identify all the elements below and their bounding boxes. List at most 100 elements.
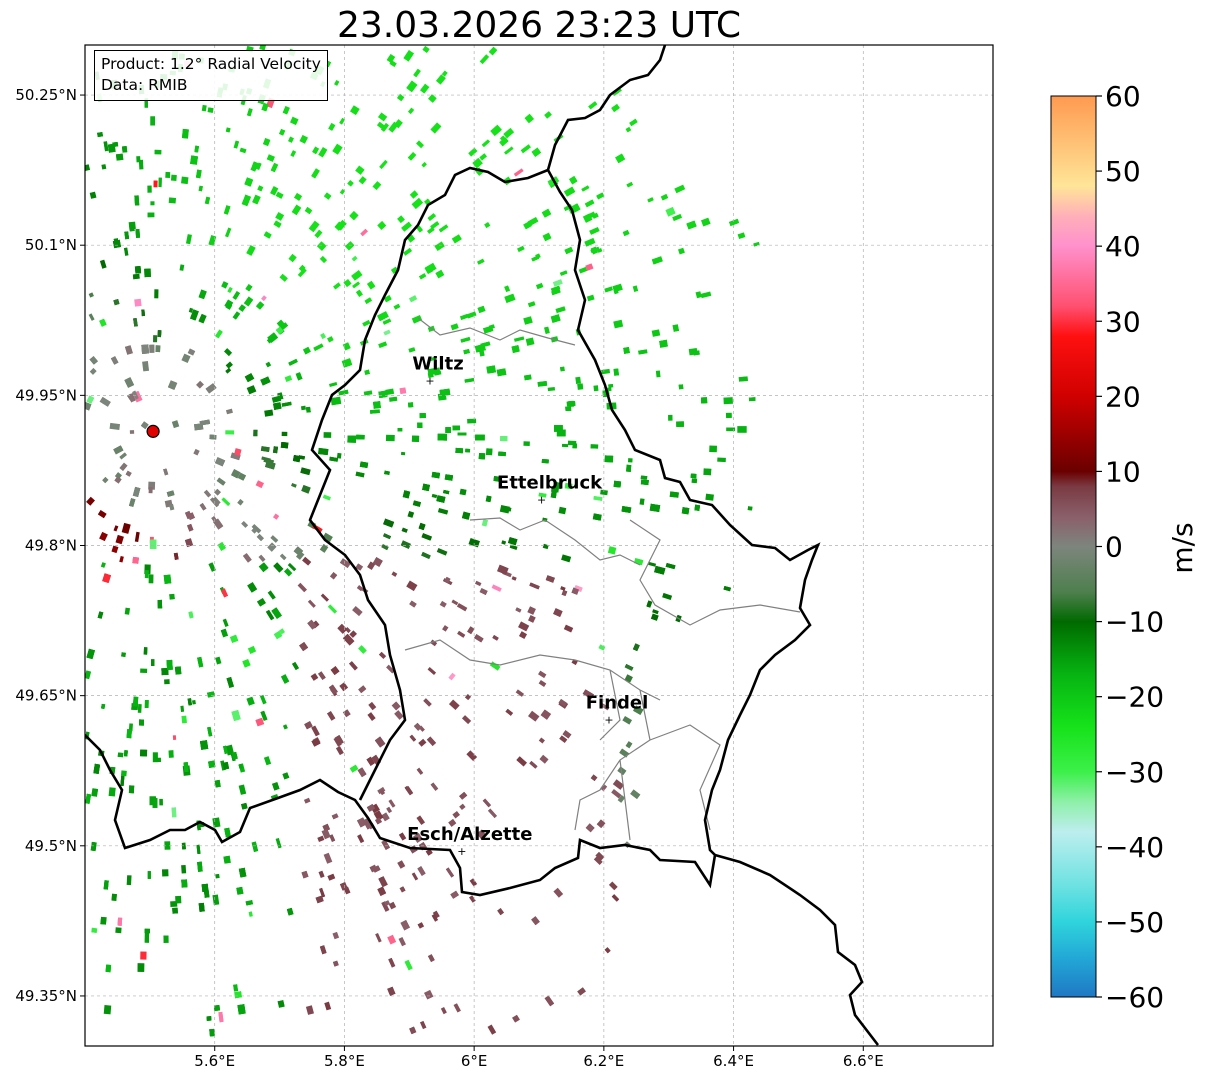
radar-bin	[611, 789, 622, 799]
radar-bin	[187, 512, 195, 520]
radar-bin	[207, 107, 214, 113]
radar-bin	[133, 317, 138, 327]
radar-bin	[672, 213, 683, 222]
radar-bin	[611, 894, 620, 902]
country-border-east	[546, 169, 821, 856]
radar-bin	[355, 165, 365, 175]
radar-bin	[439, 600, 447, 608]
radar-bin	[234, 991, 242, 999]
radar-bin	[717, 457, 726, 463]
radar-bin	[586, 294, 595, 302]
radar-bin	[99, 531, 108, 542]
radar-bin	[132, 273, 140, 280]
radar-bin	[377, 221, 387, 230]
radar-bin	[328, 122, 336, 131]
radar-bin	[264, 409, 274, 417]
radar-bin	[290, 150, 297, 158]
radar-bin	[119, 462, 128, 471]
radar-bin	[422, 46, 430, 53]
radar-bin	[184, 538, 194, 548]
radar-bin	[457, 432, 467, 436]
radar-bin	[491, 584, 502, 592]
radar-bin	[640, 479, 649, 486]
radar-bin	[282, 106, 290, 115]
radar-bin	[726, 427, 735, 432]
radar-bin	[317, 835, 325, 843]
radar-bin	[388, 957, 396, 968]
radar-bin	[310, 673, 319, 681]
radar-bin	[282, 772, 290, 780]
radar-site-marker	[146, 424, 160, 438]
radar-bin	[324, 1001, 332, 1011]
radar-bin	[578, 266, 588, 274]
radar-bin	[281, 401, 292, 407]
radar-bin	[212, 817, 221, 828]
radar-bin	[375, 932, 382, 943]
product-label: Product: 1.2° Radial Velocity	[101, 55, 321, 73]
radar-bin	[257, 598, 266, 607]
radar-bin	[626, 464, 632, 472]
radar-bin	[738, 376, 748, 382]
radar-bin	[132, 486, 141, 498]
radar-bin	[408, 295, 418, 303]
radar-bin	[297, 582, 308, 593]
radar-bin	[102, 573, 112, 584]
radar-bin	[481, 139, 490, 148]
radar-bin	[372, 401, 381, 409]
radar-bin	[535, 282, 544, 290]
radar-bin	[419, 273, 427, 280]
radar-bin	[226, 677, 234, 688]
radar-bin	[355, 563, 363, 571]
radar-bin	[163, 935, 169, 943]
radar-bin	[427, 227, 435, 234]
radar-bin	[99, 396, 111, 407]
radar-bin	[485, 495, 492, 503]
radar-bin	[556, 429, 566, 437]
radar-bin	[504, 293, 516, 304]
radar-bin	[466, 750, 477, 761]
radar-bin	[584, 237, 596, 247]
radar-bin	[225, 361, 233, 369]
radar-bin	[120, 775, 125, 787]
radar-bin	[434, 241, 445, 251]
radar-bin	[223, 745, 228, 754]
lon-tick-label: 6.4°E	[713, 1052, 754, 1070]
radar-bin	[165, 171, 171, 179]
radar-bin	[416, 225, 424, 233]
radar-bin	[90, 841, 97, 852]
radar-bin	[216, 477, 226, 486]
radar-bin	[411, 315, 423, 324]
radar-bin	[301, 870, 309, 879]
city-label: Wiltz	[412, 353, 463, 374]
radar-bin	[111, 545, 119, 554]
radar-bin	[334, 735, 344, 746]
radar-bin	[225, 127, 231, 133]
radar-bin	[171, 807, 177, 818]
radar-bin	[527, 301, 536, 308]
radar-bin	[166, 659, 173, 670]
radar-bin	[366, 280, 376, 290]
radar-bin	[542, 543, 549, 550]
radar-bin	[320, 593, 330, 602]
radar-bin	[377, 311, 389, 322]
radar-bin	[600, 702, 610, 711]
radar-bin	[356, 585, 364, 592]
radar-bin	[694, 504, 701, 511]
radar-bin	[488, 808, 497, 818]
radar-bin	[520, 144, 531, 154]
radar-bin	[225, 368, 232, 374]
radar-bin	[364, 369, 370, 375]
radar-bin	[231, 751, 238, 760]
radar-bin	[691, 478, 698, 484]
radar-bin	[88, 292, 94, 298]
radar-bin	[252, 194, 261, 205]
radar-bin	[255, 717, 265, 727]
radar-bin	[690, 473, 697, 479]
radar-bin	[120, 770, 127, 777]
radar-bin	[330, 396, 342, 406]
radar-bin	[527, 606, 536, 615]
radar-bin	[261, 102, 269, 112]
radar-bin	[198, 185, 203, 192]
radar-bin	[554, 425, 563, 432]
